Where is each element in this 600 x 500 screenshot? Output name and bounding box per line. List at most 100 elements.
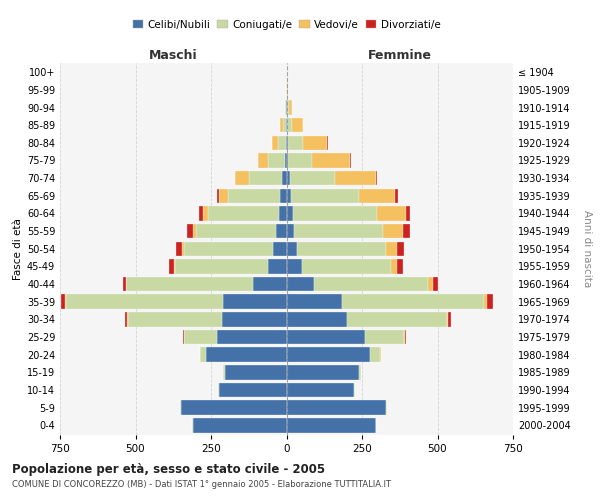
Bar	[287, 188, 291, 203]
Bar	[286, 136, 287, 150]
Bar	[291, 188, 359, 203]
Bar	[253, 277, 287, 291]
Bar	[175, 259, 268, 274]
Bar	[181, 400, 287, 415]
Bar	[287, 100, 289, 115]
Bar	[403, 224, 410, 238]
Bar	[217, 330, 287, 344]
Bar	[249, 171, 282, 186]
Bar	[448, 312, 451, 326]
Bar	[287, 418, 376, 432]
Bar	[335, 171, 376, 186]
Bar	[286, 118, 287, 132]
Bar	[313, 153, 350, 168]
Bar	[176, 242, 182, 256]
Bar	[343, 294, 484, 309]
Bar	[127, 277, 253, 291]
Bar	[287, 312, 347, 326]
Bar	[280, 188, 287, 203]
Bar	[223, 294, 287, 309]
Bar	[405, 330, 406, 344]
Bar	[397, 259, 403, 274]
Y-axis label: Anni di nascita: Anni di nascita	[582, 210, 592, 288]
Bar	[221, 312, 287, 326]
Bar	[287, 365, 359, 380]
Bar	[127, 312, 128, 326]
Bar	[206, 348, 287, 362]
Bar	[359, 188, 395, 203]
Bar	[123, 277, 126, 291]
Bar	[406, 206, 410, 220]
Bar	[287, 277, 314, 291]
Bar	[184, 330, 217, 344]
Text: COMUNE DI CONCOREZZO (MB) - Dati ISTAT 1° gennaio 2005 - Elaborazione TUTTITALIA: COMUNE DI CONCOREZZO (MB) - Dati ISTAT 1…	[12, 480, 391, 489]
Bar	[174, 259, 175, 274]
Bar	[65, 294, 66, 309]
Bar	[287, 348, 370, 362]
Bar	[272, 136, 278, 150]
Bar	[303, 136, 327, 150]
Bar	[180, 400, 181, 415]
Bar	[182, 330, 184, 344]
Bar	[169, 259, 174, 274]
Bar	[386, 242, 397, 256]
Bar	[377, 206, 406, 220]
Bar	[268, 153, 285, 168]
Bar	[359, 365, 361, 380]
Bar	[287, 242, 297, 256]
Bar	[376, 171, 377, 186]
Bar	[193, 418, 287, 432]
Bar	[428, 277, 433, 291]
Bar	[287, 382, 355, 397]
Bar	[289, 100, 292, 115]
Bar	[370, 348, 380, 362]
Bar	[273, 242, 287, 256]
Bar	[199, 206, 203, 220]
Bar	[288, 136, 303, 150]
Bar	[287, 206, 293, 220]
Bar	[218, 188, 227, 203]
Text: Femmine: Femmine	[368, 48, 432, 62]
Bar	[289, 153, 313, 168]
Bar	[223, 365, 224, 380]
Text: Maschi: Maschi	[149, 48, 197, 62]
Bar	[285, 153, 287, 168]
Bar	[276, 224, 287, 238]
Bar	[278, 136, 286, 150]
Bar	[327, 136, 328, 150]
Bar	[61, 294, 65, 309]
Bar	[283, 118, 286, 132]
Bar	[128, 312, 221, 326]
Bar	[287, 153, 289, 168]
Bar	[386, 400, 387, 415]
Bar	[297, 242, 386, 256]
Bar	[380, 348, 381, 362]
Bar	[268, 259, 287, 274]
Bar	[404, 330, 405, 344]
Bar	[302, 259, 391, 274]
Legend: Celibi/Nubili, Coniugati/e, Vedovi/e, Divorziati/e: Celibi/Nubili, Coniugati/e, Vedovi/e, Di…	[128, 16, 445, 34]
Text: Popolazione per età, sesso e stato civile - 2005: Popolazione per età, sesso e stato civil…	[12, 462, 325, 475]
Bar	[487, 294, 493, 309]
Bar	[397, 242, 404, 256]
Bar	[287, 259, 302, 274]
Bar	[287, 136, 288, 150]
Bar	[258, 153, 268, 168]
Bar	[395, 188, 398, 203]
Bar	[287, 400, 386, 415]
Bar	[285, 100, 286, 115]
Bar	[391, 259, 397, 274]
Bar	[287, 118, 292, 132]
Bar	[200, 348, 206, 362]
Bar	[282, 171, 287, 186]
Bar	[290, 171, 335, 186]
Bar	[125, 312, 127, 326]
Y-axis label: Fasce di età: Fasce di età	[13, 218, 23, 280]
Bar	[184, 242, 273, 256]
Bar	[224, 365, 287, 380]
Bar	[287, 224, 294, 238]
Bar	[187, 224, 193, 238]
Bar	[66, 294, 223, 309]
Bar	[203, 206, 208, 220]
Bar	[293, 206, 377, 220]
